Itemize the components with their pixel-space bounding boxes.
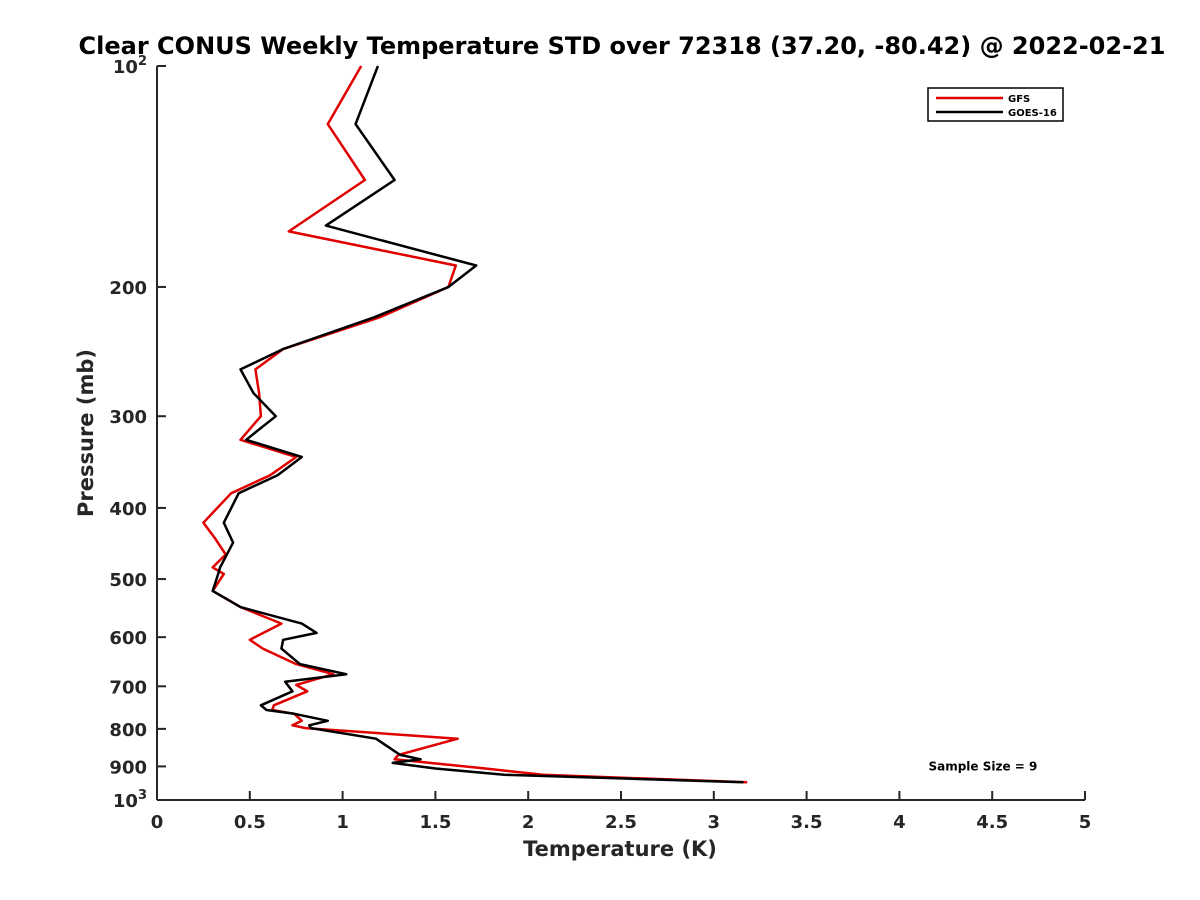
y-tick-label: 300 (109, 407, 147, 428)
y-tick-label: 700 (109, 677, 147, 698)
x-tick-label: 0.5 (234, 812, 266, 833)
x-tick-label: 4 (893, 812, 906, 833)
legend-box (927, 87, 1064, 122)
x-tick-label: 2.5 (605, 812, 637, 833)
x-tick-label: 2 (522, 812, 535, 833)
y-tick-label: 200 (109, 278, 147, 299)
y-axis-ticks: 102 200 300 400 500 600 700 800 900 103 (109, 54, 166, 812)
series-layer (202, 65, 748, 784)
y-tick-label: 102 (113, 54, 147, 78)
plot-area (156, 66, 1085, 801)
x-tick-label: 0 (151, 812, 164, 833)
y-axis-label: Pressure (mb) (74, 349, 98, 517)
x-axis-label: Temperature (K) (523, 837, 717, 861)
y-tick-label: 400 (109, 499, 147, 520)
legend: GFS GOES-16 (927, 87, 1064, 122)
series-line-goes-16 (211, 65, 744, 784)
x-tick-label: 5 (1079, 812, 1092, 833)
legend-entry: GFS (1008, 94, 1030, 105)
x-tick-label: 3.5 (791, 812, 823, 833)
x-axis-ticks: 0 0.5 1 1.5 2 2.5 3 3.5 4 4.5 5 (151, 791, 1092, 833)
x-tick-label: 1.5 (419, 812, 451, 833)
series-line-gfs (202, 65, 748, 784)
y-tick-label: 900 (109, 757, 147, 778)
x-tick-label: 1 (336, 812, 349, 833)
y-tick-label: 500 (109, 570, 147, 591)
x-tick-label: 4.5 (976, 812, 1008, 833)
y-tick-label: 103 (113, 788, 147, 812)
y-tick-label: 800 (109, 720, 147, 741)
sample-size-annotation: Sample Size = 9 (928, 759, 1037, 773)
annotations: Sample Size = 9 (928, 759, 1037, 773)
chart-title: Clear CONUS Weekly Temperature STD over … (79, 32, 1166, 60)
legend-entry: GOES-16 (1008, 108, 1057, 119)
y-tick-label: 600 (109, 628, 147, 649)
x-tick-label: 3 (708, 812, 721, 833)
